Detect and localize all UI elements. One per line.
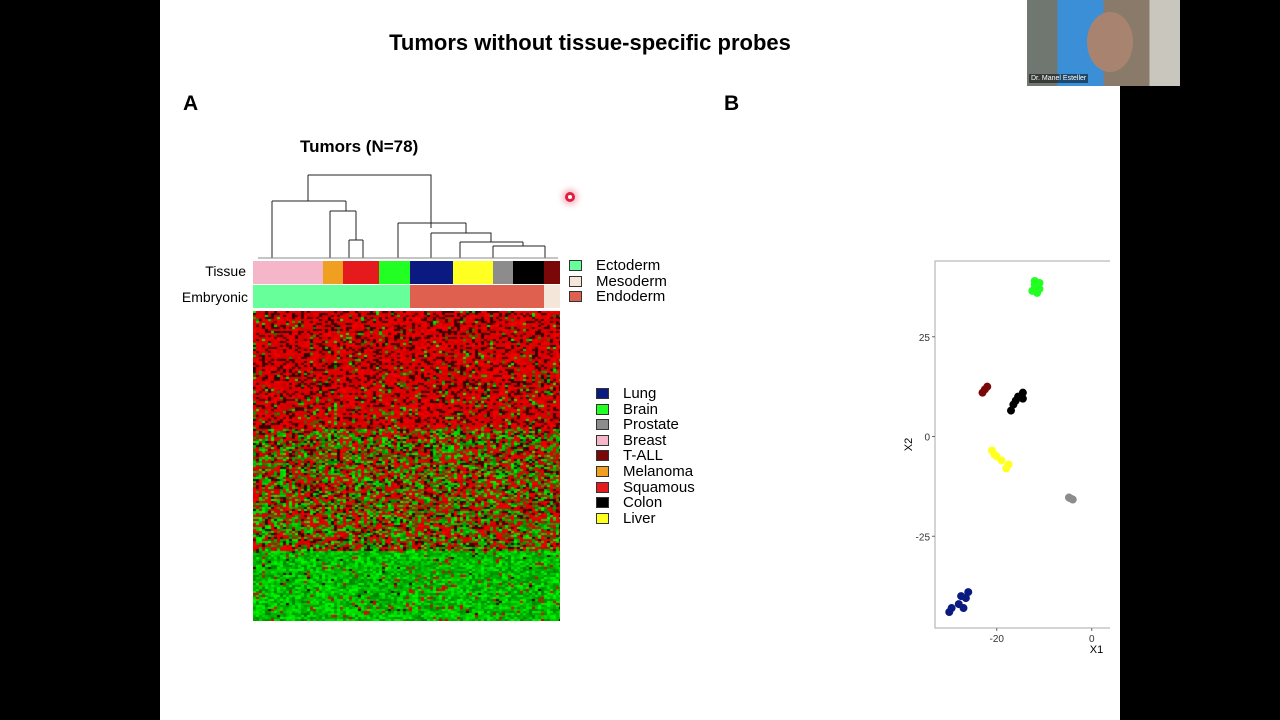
- x-axis-label: X1: [1090, 644, 1103, 656]
- speaker-face: [1087, 12, 1133, 72]
- legend-swatch: [596, 465, 609, 477]
- point-prostate: [1064, 493, 1073, 502]
- embryonic-annotation-bar: [253, 285, 560, 308]
- point-liver: [997, 456, 1006, 465]
- point-colon: [1018, 388, 1027, 397]
- segment-colon: [513, 261, 544, 284]
- legend-item-melanoma: Melanoma: [596, 464, 695, 480]
- point-colon: [1018, 394, 1027, 403]
- legend-swatch: [596, 403, 609, 415]
- legend-label: Breast: [623, 431, 667, 449]
- y-tick-label: 0: [924, 433, 930, 444]
- point-liver: [1002, 464, 1011, 473]
- legend-label: Liver: [623, 509, 656, 527]
- legend-label: Endoderm: [596, 288, 666, 306]
- segment-mesoderm: [544, 285, 560, 308]
- point-lung: [961, 594, 970, 603]
- legend-label: Brain: [623, 400, 659, 418]
- legend-swatch: [596, 512, 609, 524]
- panel-label-a: A: [183, 92, 199, 115]
- webcam-thumbnail[interactable]: Dr. Manel Esteller: [1027, 0, 1180, 86]
- panel-label-b: B: [724, 92, 740, 115]
- legend-swatch: [596, 388, 609, 399]
- legend-item-colon: Colon: [596, 495, 695, 511]
- legend-label: Mesoderm: [596, 272, 667, 290]
- legend-item-t-all: T-ALL: [596, 448, 695, 464]
- point-colon: [1007, 406, 1015, 415]
- point-lung: [947, 604, 956, 613]
- segment-endoderm: [410, 285, 544, 308]
- legend-item-brain: Brain: [596, 400, 695, 418]
- germ-layer-legend: Ectoderm Mesoderm Endoderm: [569, 258, 667, 305]
- legend-label: Prostate: [623, 416, 679, 434]
- tissue-row-label: Tissue: [205, 263, 246, 279]
- x-tick-label: -20: [990, 634, 1005, 645]
- legend-item-squamous: Squamous: [596, 478, 695, 496]
- segment-lung: [410, 261, 453, 284]
- tissue-annotation-bar: [253, 261, 560, 284]
- embryonic-row-label: Embryonic: [181, 289, 248, 305]
- legend-swatch: [569, 260, 582, 271]
- legend-label: Colon: [623, 494, 663, 512]
- point-brain: [1035, 278, 1044, 287]
- segment-ectoderm: [253, 285, 410, 308]
- slide-title: Tumors without tissue-specific probes: [389, 30, 791, 55]
- point-lung: [959, 604, 968, 613]
- heatmap-title: Tumors (N=78): [300, 137, 419, 156]
- segment-liver: [453, 261, 493, 284]
- legend-swatch: [596, 497, 609, 509]
- legend-item-mesoderm: Mesoderm: [569, 272, 667, 290]
- segment-prostate: [493, 261, 513, 284]
- pointer-cursor: [565, 192, 575, 202]
- tissue-legend: Lung Brain Prostate Breast T-ALL Melanoma Squa…: [596, 386, 695, 526]
- segment-squamous: [343, 261, 379, 284]
- plot-panel: [934, 260, 1110, 629]
- legend-label: Lung: [623, 385, 657, 402]
- segment-t-all: [544, 261, 560, 284]
- x-tick-label: 0: [1089, 634, 1095, 645]
- point-brain: [1033, 288, 1042, 297]
- legend-item-endoderm: Endoderm: [569, 289, 667, 305]
- dendrogram: [258, 174, 558, 259]
- legend-swatch: [569, 291, 582, 303]
- legend-swatch: [569, 275, 582, 287]
- y-tick-label: -25: [916, 532, 931, 543]
- legend-swatch: [596, 481, 609, 493]
- segment-breast: [253, 261, 323, 284]
- legend-label: T-ALL: [623, 447, 664, 465]
- legend-label: Melanoma: [623, 462, 694, 480]
- legend-swatch: [596, 434, 609, 446]
- y-axis-label: X2: [903, 438, 915, 451]
- legend-swatch: [596, 419, 609, 431]
- slide: Tumors without tissue-specific probes A …: [160, 0, 1120, 720]
- methylation-heatmap: [253, 311, 560, 621]
- legend-item-ectoderm: Ectoderm: [569, 258, 667, 274]
- legend-swatch: [596, 450, 609, 462]
- point-t-all: [983, 382, 992, 391]
- segment-melanoma: [323, 261, 343, 284]
- legend-item-liver: Liver: [596, 509, 695, 527]
- legend-item-prostate: Prostate: [596, 417, 695, 433]
- legend-label: Ectoderm: [596, 257, 661, 274]
- point-lung: [964, 588, 973, 597]
- segment-brain: [379, 261, 410, 284]
- legend-item-breast: Breast: [596, 431, 695, 449]
- y-tick-label: 25: [919, 333, 931, 344]
- legend-item-lung: Lung: [596, 386, 695, 402]
- legend-label: Squamous: [623, 478, 695, 496]
- speaker-name: Dr. Manel Esteller: [1029, 74, 1089, 83]
